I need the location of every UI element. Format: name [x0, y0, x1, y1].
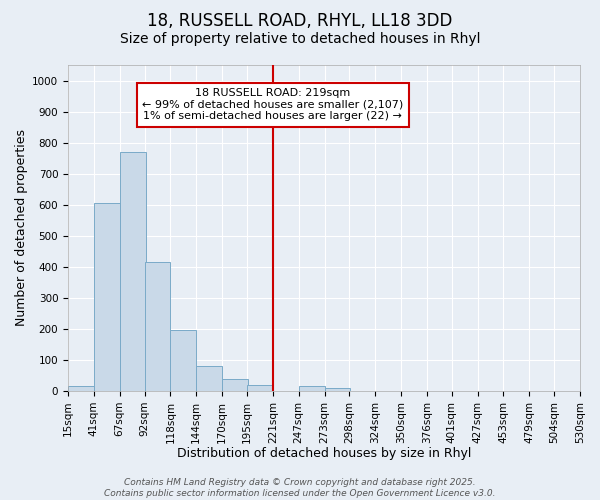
X-axis label: Distribution of detached houses by size in Rhyl: Distribution of detached houses by size …	[177, 447, 471, 460]
Bar	[68, 386, 94, 391]
Text: 18 RUSSELL ROAD: 219sqm
← 99% of detached houses are smaller (2,107)
1% of semi-: 18 RUSSELL ROAD: 219sqm ← 99% of detache…	[142, 88, 403, 122]
Bar	[196, 366, 222, 391]
Text: 18, RUSSELL ROAD, RHYL, LL18 3DD: 18, RUSSELL ROAD, RHYL, LL18 3DD	[148, 12, 452, 30]
Bar	[247, 385, 273, 391]
Text: Size of property relative to detached houses in Rhyl: Size of property relative to detached ho…	[120, 32, 480, 46]
Bar	[299, 386, 325, 391]
Bar	[94, 203, 120, 391]
Bar	[145, 262, 170, 391]
Bar	[170, 330, 196, 391]
Bar	[325, 388, 350, 391]
Y-axis label: Number of detached properties: Number of detached properties	[15, 130, 28, 326]
Text: Contains HM Land Registry data © Crown copyright and database right 2025.
Contai: Contains HM Land Registry data © Crown c…	[104, 478, 496, 498]
Bar	[222, 378, 248, 391]
Bar	[120, 152, 146, 391]
